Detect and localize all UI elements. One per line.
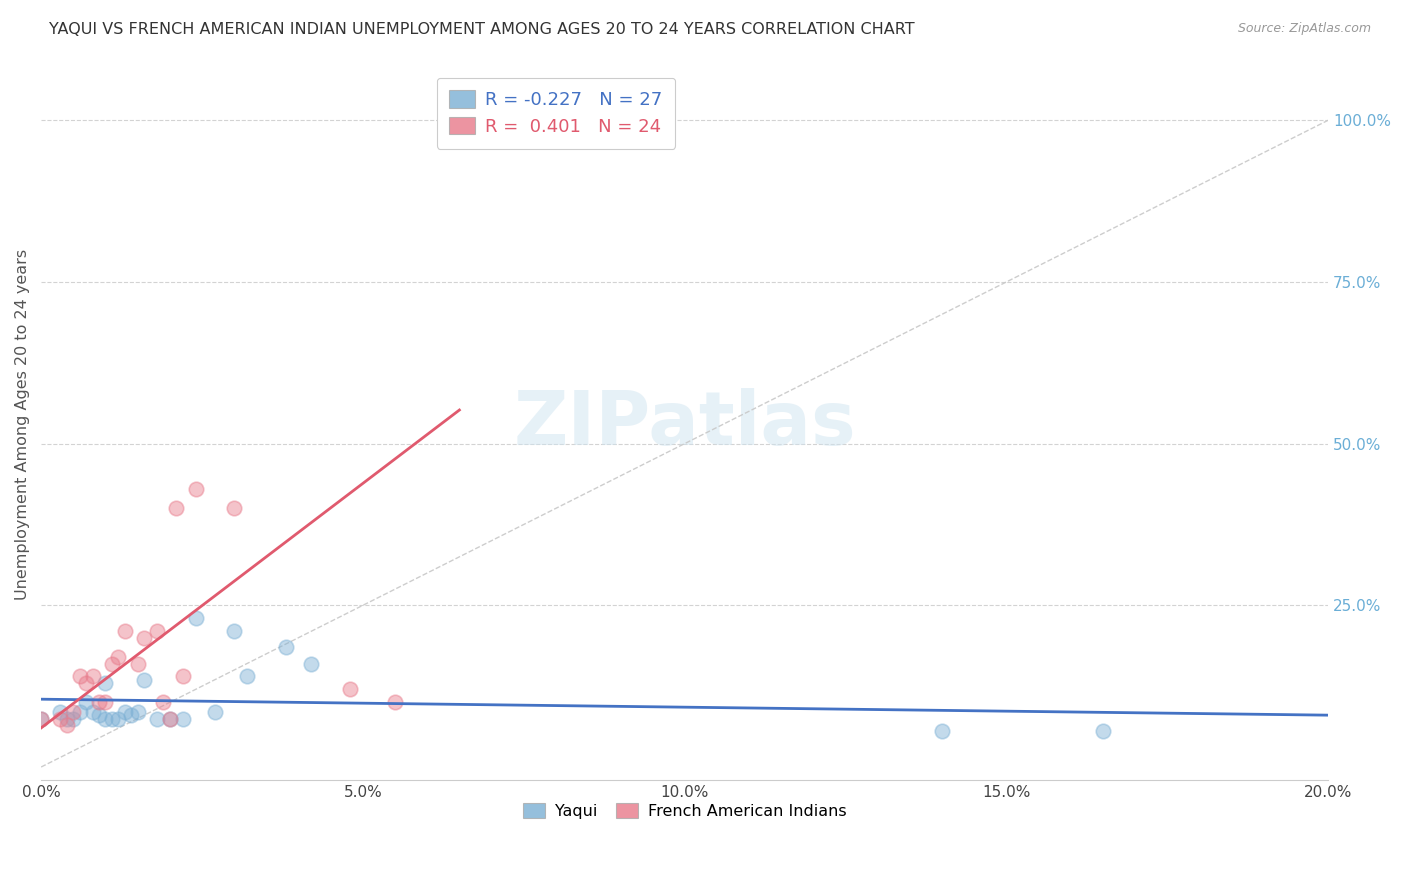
- Point: [384, 695, 406, 709]
- Point: [184, 482, 207, 496]
- Legend: Yaqui, French American Indians: Yaqui, French American Indians: [516, 797, 853, 825]
- Point: [159, 712, 181, 726]
- Point: [127, 705, 149, 719]
- Point: [224, 501, 246, 516]
- Point: [82, 669, 104, 683]
- Point: [69, 705, 91, 719]
- Point: [87, 708, 110, 723]
- Point: [146, 624, 169, 639]
- Point: [101, 657, 124, 671]
- Point: [62, 712, 84, 726]
- Point: [101, 712, 124, 726]
- Point: [172, 669, 194, 683]
- Point: [82, 705, 104, 719]
- Point: [146, 712, 169, 726]
- Point: [299, 657, 322, 671]
- Point: [172, 712, 194, 726]
- Point: [69, 669, 91, 683]
- Point: [75, 676, 97, 690]
- Point: [49, 705, 72, 719]
- Point: [274, 640, 297, 655]
- Point: [87, 695, 110, 709]
- Point: [94, 676, 117, 690]
- Point: [236, 669, 259, 683]
- Text: ZIPatlas: ZIPatlas: [513, 388, 856, 461]
- Text: YAQUI VS FRENCH AMERICAN INDIAN UNEMPLOYMENT AMONG AGES 20 TO 24 YEARS CORRELATI: YAQUI VS FRENCH AMERICAN INDIAN UNEMPLOY…: [49, 22, 915, 37]
- Point: [114, 624, 136, 639]
- Point: [94, 712, 117, 726]
- Point: [114, 705, 136, 719]
- Point: [159, 712, 181, 726]
- Point: [204, 705, 226, 719]
- Text: Source: ZipAtlas.com: Source: ZipAtlas.com: [1237, 22, 1371, 36]
- Point: [56, 712, 79, 726]
- Point: [1091, 724, 1114, 739]
- Point: [75, 695, 97, 709]
- Point: [107, 650, 129, 665]
- Point: [224, 624, 246, 639]
- Point: [132, 631, 155, 645]
- Point: [62, 705, 84, 719]
- Point: [184, 611, 207, 625]
- Point: [49, 712, 72, 726]
- Y-axis label: Unemployment Among Ages 20 to 24 years: Unemployment Among Ages 20 to 24 years: [15, 249, 30, 599]
- Point: [931, 724, 953, 739]
- Point: [56, 718, 79, 732]
- Point: [152, 695, 174, 709]
- Point: [165, 501, 187, 516]
- Point: [30, 712, 52, 726]
- Point: [132, 673, 155, 687]
- Point: [449, 113, 471, 128]
- Point: [107, 712, 129, 726]
- Point: [120, 708, 142, 723]
- Point: [94, 695, 117, 709]
- Point: [30, 712, 52, 726]
- Point: [339, 682, 361, 697]
- Point: [127, 657, 149, 671]
